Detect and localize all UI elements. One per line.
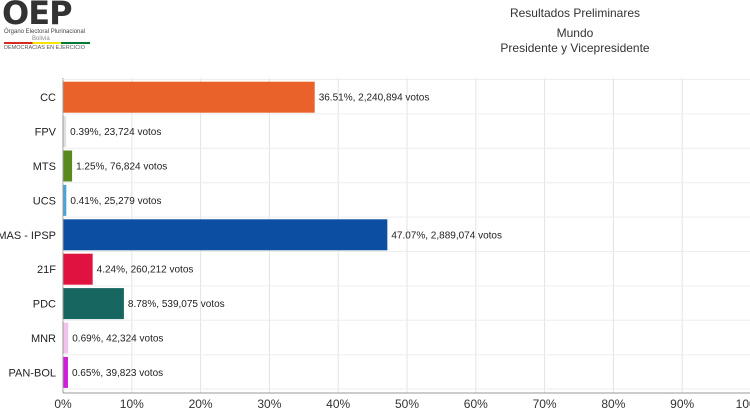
bar <box>63 322 69 354</box>
data-label: 0.65%, 39,823 votos <box>72 368 163 379</box>
bar <box>63 253 93 285</box>
bar <box>63 116 67 148</box>
x-tick-label: 50% <box>395 397 419 411</box>
x-tick-label: 20% <box>189 397 213 411</box>
data-label: 0.41%, 25,279 votos <box>70 196 161 207</box>
x-tick-label: 40% <box>326 397 350 411</box>
bar <box>63 184 67 216</box>
logo-wordmark: OEP <box>2 0 73 32</box>
oep-logo: OEP Órgano Electoral Plurinacional Boliv… <box>2 0 94 52</box>
x-tick-label: 80% <box>601 397 625 411</box>
bar <box>63 356 68 388</box>
data-label: 1.25%, 76,824 votos <box>76 162 167 173</box>
bar <box>63 288 124 320</box>
data-label: 36.51%, 2,240,894 votos <box>319 93 430 104</box>
category-label: MNR <box>31 333 56 345</box>
x-tick-label: 0% <box>54 397 72 411</box>
x-tick-label: 30% <box>257 397 281 411</box>
chart-x-ticks: 0% 10% 20% 30% 40% 50% 60% 70% 80% 90% 100% <box>54 397 750 411</box>
category-label: PAN-BOL <box>9 367 56 379</box>
x-tick-label: 60% <box>464 397 488 411</box>
results-header: Resultados Preliminares Mundo Presidente… <box>420 6 730 56</box>
bar <box>63 219 388 251</box>
data-label: 0.69%, 42,324 votos <box>72 334 163 345</box>
category-label: CC <box>40 92 56 104</box>
category-label: MAS - IPSP <box>0 230 56 242</box>
header-scope: Mundo <box>556 26 594 40</box>
x-tick-label: 10% <box>120 397 144 411</box>
logo-line-bolivia: Bolivia <box>32 36 50 42</box>
chart-bars: CC 36.51%, 2,240,894 votos FPV 0.39%, 23,72… <box>0 81 502 388</box>
logo-line-democracias: DEMOCRACIAS EN EJERCICIO <box>4 45 85 51</box>
logo-flag-stripe <box>4 42 90 44</box>
category-label: UCS <box>33 195 56 207</box>
x-tick-label: 100% <box>736 397 750 411</box>
category-label: PDC <box>33 299 56 311</box>
data-label: 8.78%, 539,075 votos <box>128 299 225 310</box>
data-label: 0.39%, 23,724 votos <box>70 127 161 138</box>
category-label: FPV <box>35 127 57 139</box>
x-tick-label: 90% <box>670 397 694 411</box>
x-tick-label: 70% <box>533 397 557 411</box>
data-label: 47.07%, 2,889,074 votos <box>391 230 502 241</box>
header-election: Presidente y Vicepresidente <box>500 41 650 55</box>
data-label: 4.24%, 260,212 votos <box>97 265 194 276</box>
category-label: 21F <box>37 264 56 276</box>
bar <box>63 150 73 182</box>
header-title: Resultados Preliminares <box>509 6 641 20</box>
bar <box>63 81 315 113</box>
category-label: MTS <box>33 161 56 173</box>
logo-line-organo: Órgano Electoral Plurinacional <box>4 29 86 35</box>
